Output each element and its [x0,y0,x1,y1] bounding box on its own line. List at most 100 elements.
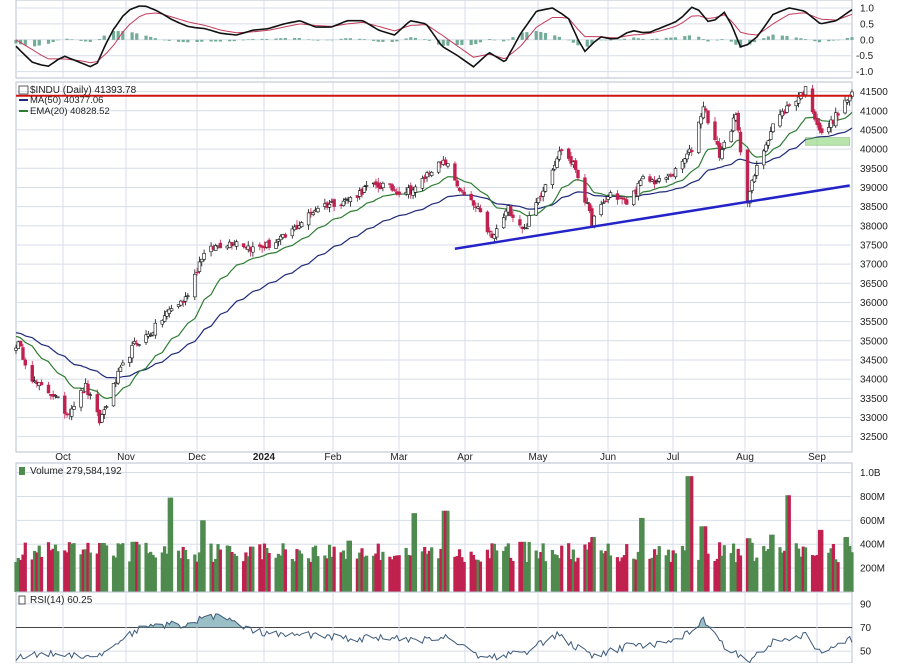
macd-histogram-bar [771,34,775,40]
volume-bar [362,556,366,592]
volume-bar [738,555,743,592]
volume-bar [88,552,92,592]
volume-bar [843,537,847,592]
macd-histogram-bar [655,38,659,40]
volume-bar [585,549,589,592]
macd-histogram-bar [32,39,37,47]
macd-histogram-bar [604,39,608,41]
candle-up [585,202,589,204]
candle-up [234,241,239,247]
volume-bar [193,554,197,592]
volume-bar [492,543,496,592]
volume-bar [163,546,167,592]
macd-histogram-bar [135,33,139,40]
volume-bar [274,557,278,592]
macd-histogram-bar [200,39,204,42]
volume-bar [799,556,803,592]
volume-bar [116,543,120,592]
volume-bar [683,550,687,592]
volume-bar [827,552,831,592]
candle-up [843,99,847,114]
candle-down [457,187,462,191]
volume-bar [650,557,654,592]
volume-bar [181,546,185,592]
volume-bar [685,476,689,592]
macd-histogram-bar [362,39,366,40]
macd-histogram-bar [88,39,92,42]
volume-bar [713,561,717,592]
macd-histogram-bar [664,37,668,40]
macd-histogram-bar [585,39,589,47]
rising-trendline [454,184,850,251]
macd-histogram-bar [372,39,376,41]
volume-bar [502,550,506,592]
volume-bar [65,552,69,592]
candle-up [834,112,838,127]
volume-bar [543,561,548,592]
volume-bar [281,543,285,592]
candle-up [731,117,736,132]
volume-bar [235,555,239,592]
candle-up [446,163,450,167]
volume-bar [427,550,431,592]
volume-legend-icon [19,467,25,475]
macd-histogram-bar [831,39,836,41]
macd-histogram-bar [683,36,687,40]
volume-bar [378,560,383,592]
candle-up [541,190,545,197]
candle-down [569,156,573,164]
volume-bar [715,558,719,592]
candle-up [162,315,167,322]
volume-bar [525,561,529,592]
volume-bar [460,557,464,592]
volume-bar [604,550,608,592]
volume-bar [56,551,60,592]
volume-bar [462,561,466,592]
volume-bar [831,543,836,592]
x-tick-label: Mar [390,452,408,463]
volume-bar [160,552,164,592]
volume-bar [72,543,76,592]
candle-up [132,341,137,345]
macd-histogram-bar [98,39,102,40]
candle-up [755,165,759,176]
volume-bar [785,495,789,592]
volume-bar [780,552,784,592]
macd-histogram-bar [70,39,74,40]
macd-histogram-bar [506,39,510,41]
volume-bar [330,556,334,592]
candle-up [88,394,93,396]
x-tick-label: Aug [736,452,754,463]
macd-histogram-bar [186,39,190,43]
volume-bar [100,543,104,592]
macd-histogram-bar [488,39,492,40]
x-tick-label: Dec [188,452,206,463]
volume-bar [457,549,462,592]
candle-down [462,191,466,195]
volume-bar [144,542,148,592]
volume-bar [70,543,74,592]
candle-down [309,211,313,214]
macd-histogram-bar [478,39,483,43]
candle-up [494,228,499,238]
volume-bar [817,529,822,592]
candle-up [525,227,529,230]
candle-up [130,345,134,359]
candle-up [102,409,106,415]
macd-histogram-bar [265,38,269,40]
macd-histogram-bar [307,39,311,40]
volume-bar [632,558,636,592]
macd-histogram-bar [111,31,116,40]
volume-bar [179,558,183,592]
volume-bar [471,554,476,592]
volume-bar [446,510,450,592]
candle-up [290,228,295,237]
candle-up [104,406,109,408]
macd-histogram-bar [715,39,719,41]
candle-down [787,104,792,106]
macd-histogram-bar [228,39,232,42]
volume-bar [653,549,657,592]
candle-up [599,204,603,216]
volume-frame [15,462,853,593]
volume-bar [149,551,153,592]
